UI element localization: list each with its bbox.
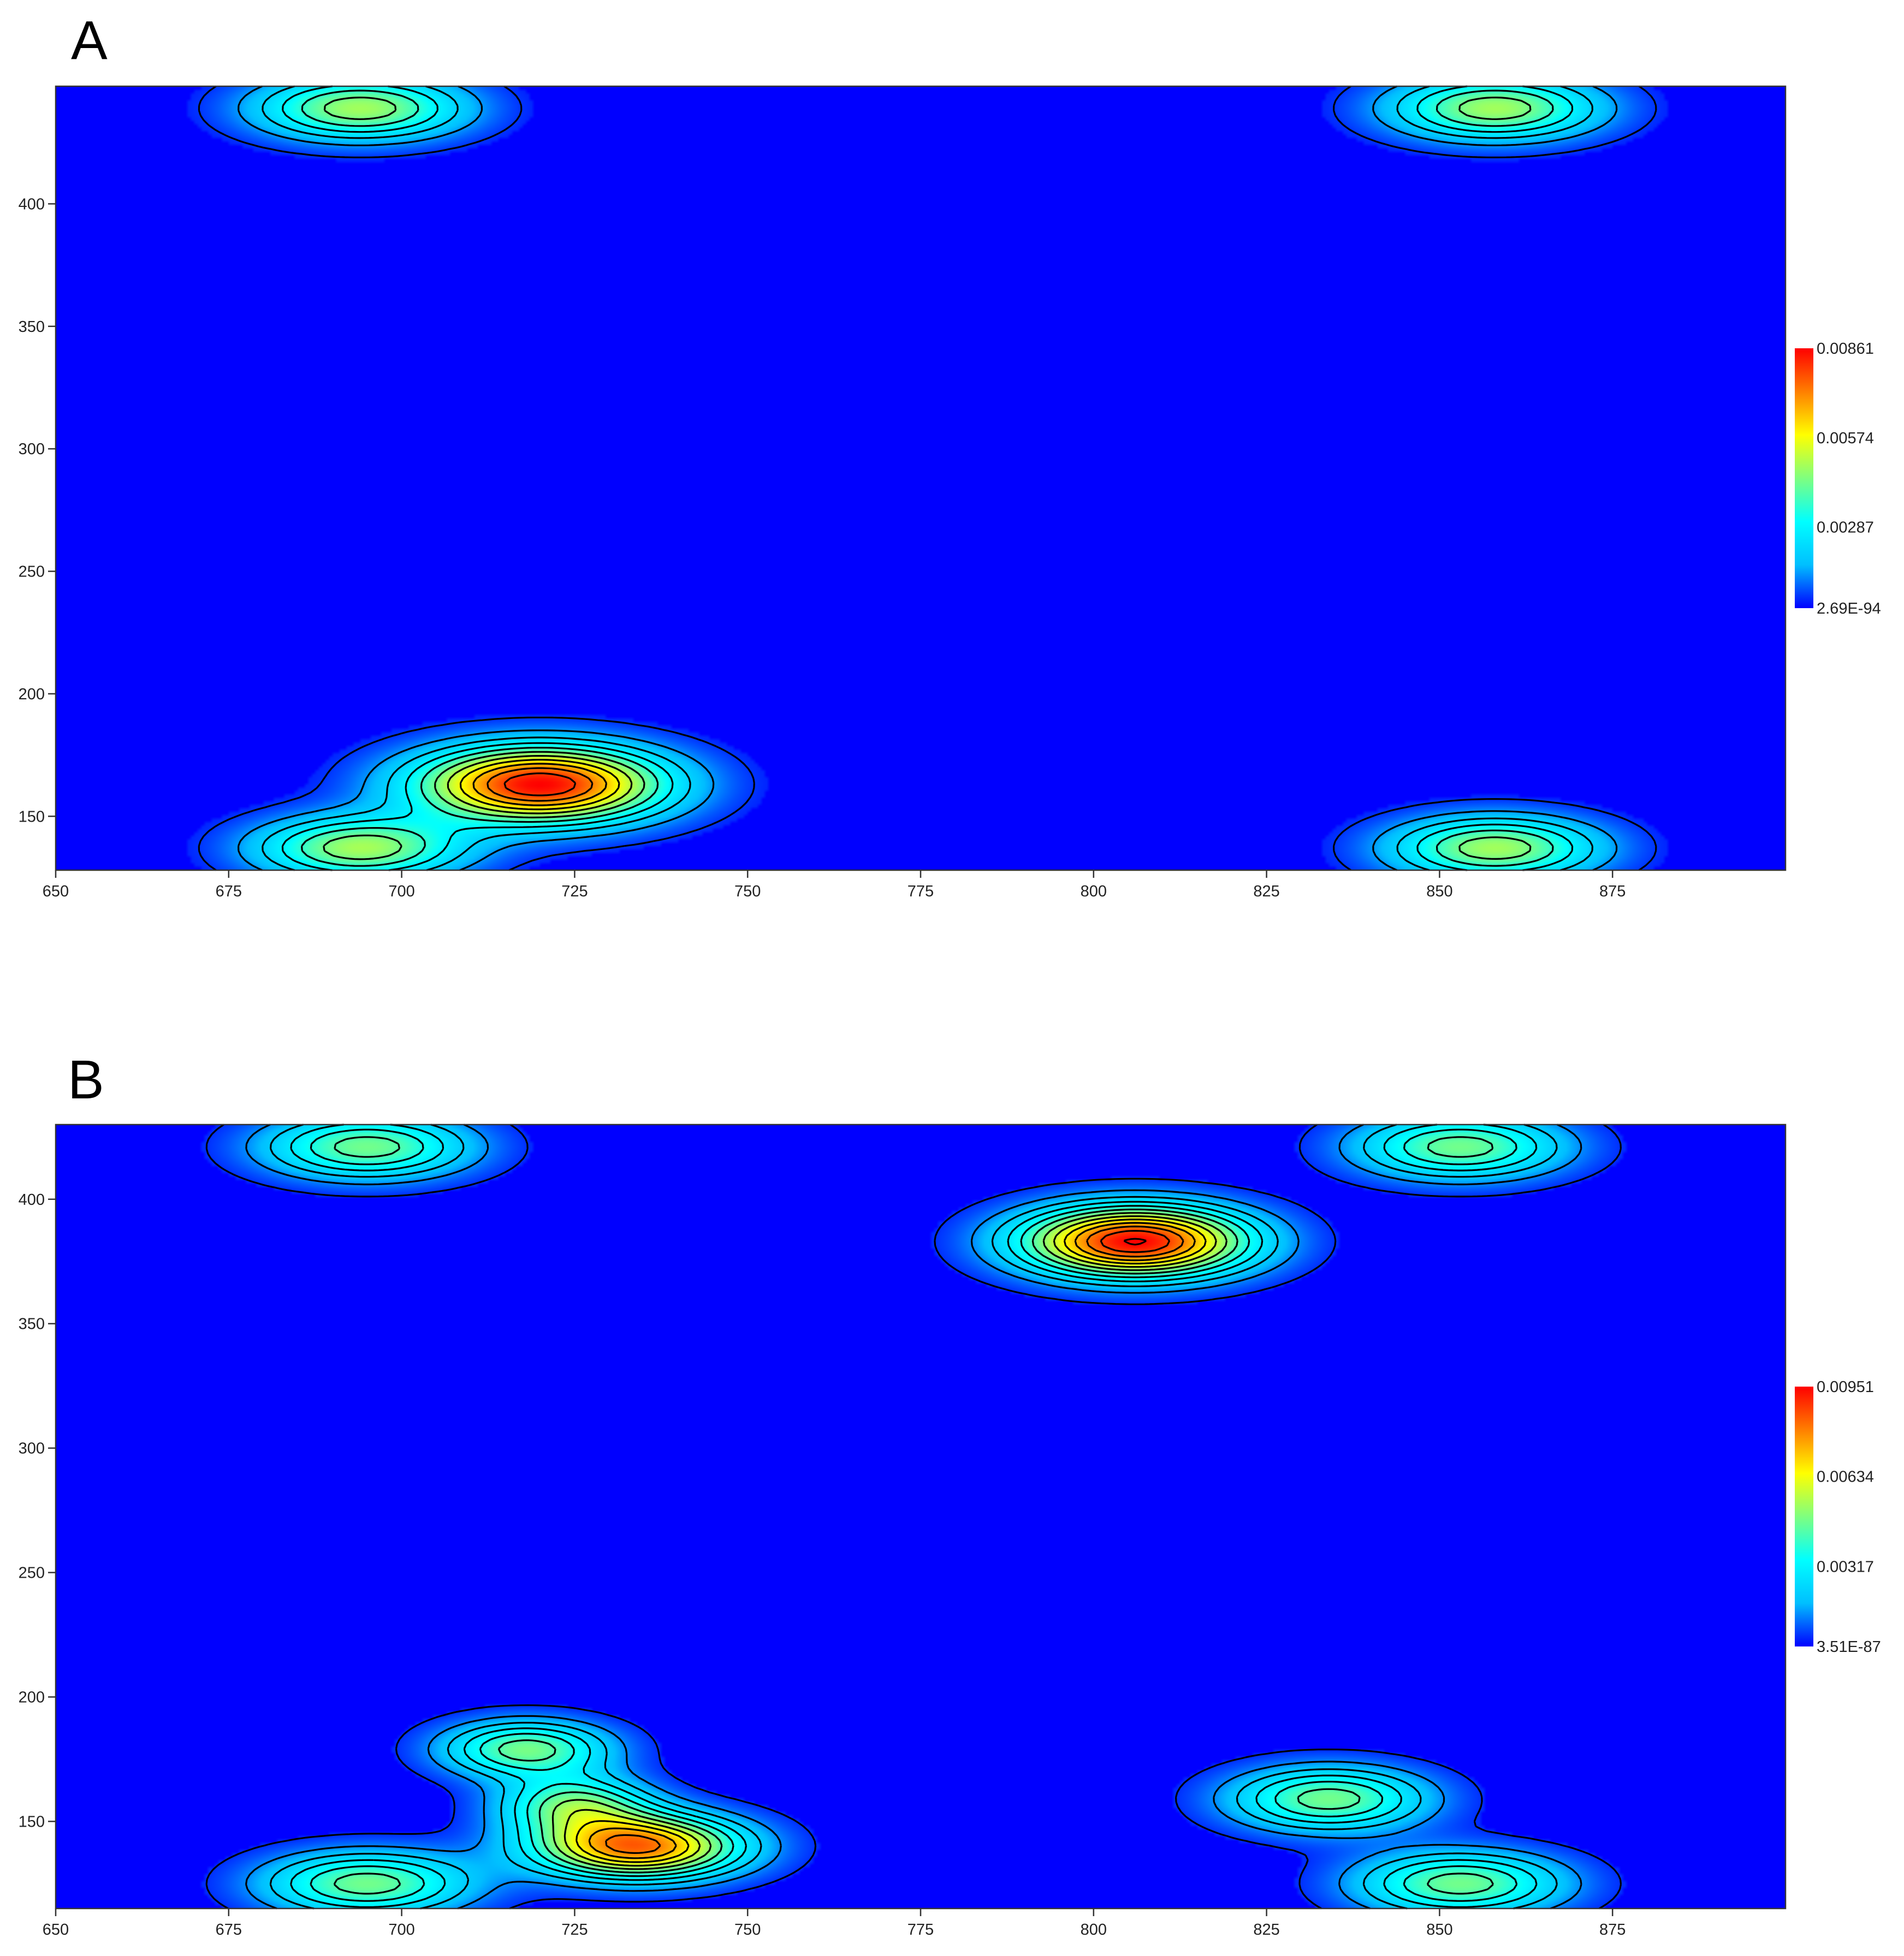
y-tick-label: 200 [19, 1689, 45, 1707]
contour-lines [205, 1123, 1622, 1910]
x-tick-label: 725 [561, 1921, 588, 1939]
contour-line [198, 85, 1657, 871]
y-tick-label: 350 [19, 318, 45, 336]
colorbar: 0.00951 0.00634 0.00317 3.51E-87 [1795, 1378, 1881, 1656]
contour-line [323, 97, 1532, 860]
contour-line [459, 759, 620, 811]
x-tick-label: 800 [1081, 883, 1107, 900]
x-axis: 650 675 700 725 750 775 800 825 850 875 [43, 870, 1626, 900]
contour-line [269, 1123, 1558, 1910]
contour-line [551, 1212, 1228, 1870]
contour-line [333, 1136, 1494, 1895]
contour-line [605, 1226, 1184, 1854]
colorbar-label: 3.51E-87 [1817, 1638, 1881, 1656]
y-tick-label: 300 [19, 441, 45, 458]
heatmap-surface [56, 1125, 1786, 1909]
contour-line [301, 90, 1554, 867]
x-tick-label: 650 [43, 1921, 69, 1939]
contour-line [205, 1123, 1622, 1910]
panel-label: A [71, 10, 108, 71]
contour-line [503, 772, 577, 796]
x-tick-label: 750 [734, 883, 761, 900]
panel-a: A 650 675 700 725 750 775 800 825 850 875 150 200 250… [19, 10, 1881, 900]
x-tick-label: 775 [907, 1921, 934, 1939]
contour-line [564, 1215, 1217, 1867]
x-tick-label: 725 [561, 883, 588, 900]
y-axis: 150 200 250 300 350 400 [19, 1191, 56, 1830]
x-tick-label: 650 [43, 883, 69, 900]
contour-line [238, 85, 1618, 871]
contour-line [262, 85, 1593, 871]
contour-line [1100, 1230, 1171, 1253]
contour-line [245, 1123, 1582, 1910]
contour-line [310, 1128, 1518, 1902]
colorbar-label: 2.69E-94 [1817, 600, 1881, 617]
y-tick-label: 150 [19, 1813, 45, 1830]
y-tick-label: 350 [19, 1316, 45, 1333]
y-tick-label: 300 [19, 1440, 45, 1458]
panel-label: B [68, 1049, 104, 1110]
colorbar-label: 0.00317 [1817, 1558, 1874, 1575]
x-tick-label: 675 [216, 1921, 242, 1939]
y-tick-label: 400 [19, 1191, 45, 1209]
x-tick-label: 850 [1426, 883, 1452, 900]
y-tick-label: 150 [19, 808, 45, 825]
colorbar-label: 0.00951 [1817, 1378, 1874, 1396]
x-tick-label: 800 [1081, 1921, 1107, 1939]
x-axis: 650 675 700 725 750 775 800 825 850 875 [43, 1909, 1626, 1939]
colorbar-label: 0.00634 [1817, 1469, 1874, 1486]
x-tick-label: 675 [216, 883, 242, 900]
colorbar-label: 0.00287 [1817, 519, 1874, 537]
contour-line [281, 85, 1574, 871]
y-tick-label: 250 [19, 1565, 45, 1582]
contour-line [472, 763, 608, 806]
x-tick-label: 850 [1426, 1921, 1452, 1939]
contour-line [588, 1222, 1196, 1859]
x-tick-label: 875 [1599, 1921, 1626, 1939]
colorbar: 0.00861 0.00574 0.00287 2.69E-94 [1795, 340, 1881, 617]
contour-line [447, 755, 633, 814]
x-tick-label: 775 [907, 883, 934, 900]
colorbar-label: 0.00574 [1817, 430, 1874, 447]
y-tick-label: 250 [19, 563, 45, 581]
colorbar-label: 0.00861 [1817, 340, 1874, 358]
x-tick-label: 875 [1599, 883, 1626, 900]
y-tick-label: 400 [19, 195, 45, 213]
contour-line [487, 767, 594, 802]
x-tick-label: 750 [734, 1921, 761, 1939]
colorbar-gradient [1795, 1387, 1813, 1646]
contour-line [1123, 1238, 1147, 1246]
colorbar-gradient [1795, 348, 1813, 608]
x-tick-label: 825 [1253, 883, 1279, 900]
x-tick-label: 700 [388, 1921, 414, 1939]
panel-b: B 650 675 700 725 750 775 800 825 850 875 150 200 250… [19, 1049, 1881, 1939]
x-tick-label: 825 [1253, 1921, 1279, 1939]
contour-line [576, 1218, 1207, 1863]
y-axis: 150 200 250 300 350 400 [19, 195, 56, 825]
x-tick-label: 700 [388, 883, 414, 900]
contour-lines [198, 85, 1657, 871]
contour-line [290, 1123, 1538, 1909]
heatmap-surface [56, 86, 1786, 870]
y-tick-label: 200 [19, 686, 45, 703]
